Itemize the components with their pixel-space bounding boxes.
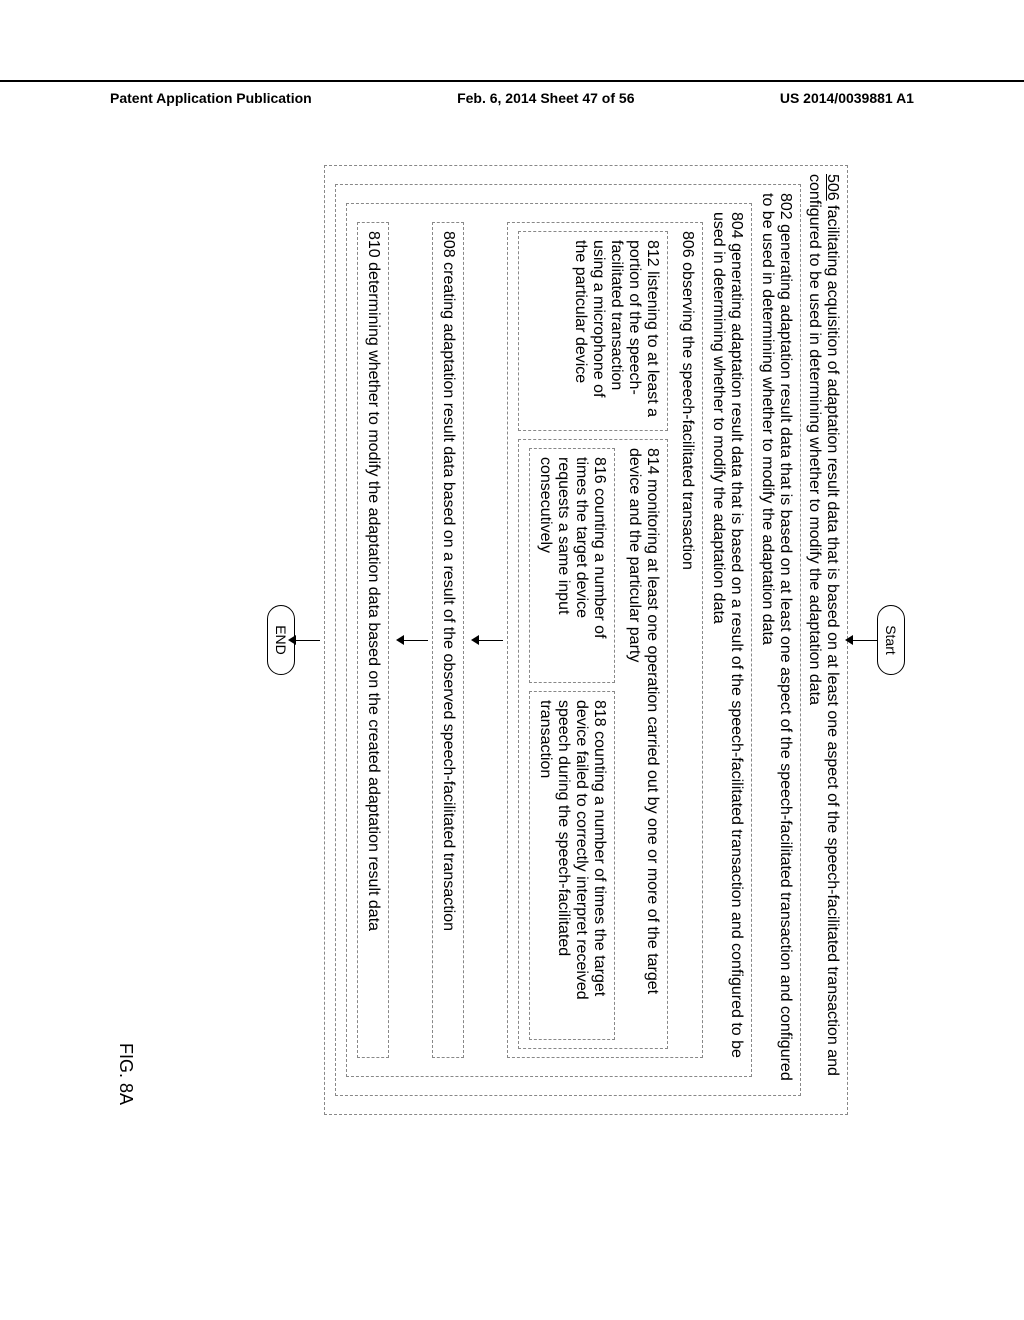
box-506-body: facilitating acquisition of adaptation r… <box>806 174 841 1076</box>
arrow-start-to-506 <box>852 165 877 1115</box>
box-816-text: 816 counting a number of times the targe… <box>537 457 608 638</box>
end-label: END <box>273 625 289 655</box>
box-814: 814 monitoring at least one operation ca… <box>518 439 668 1049</box>
box-814-group: 814 monitoring at least one operation ca… <box>514 439 672 1049</box>
box-814-text: 814 monitoring at least one operation ca… <box>626 448 661 994</box>
box-818-text: 818 counting a number of times the targe… <box>537 700 608 1000</box>
box-810: 810 determining whether to modify the ad… <box>357 222 389 1058</box>
figure-label: FIG. 8A <box>115 1043 136 1105</box>
start-node: Start <box>877 605 905 675</box>
box-810-text: 810 determining whether to modify the ad… <box>365 231 382 931</box>
box-818: 818 counting a number of times the targe… <box>529 691 615 1040</box>
box-812: 812 listening to at least a portion of t… <box>518 231 668 431</box>
box-816: 816 counting a number of times the targe… <box>529 448 615 683</box>
header-center: Feb. 6, 2014 Sheet 47 of 56 <box>457 90 634 106</box>
box-506-text: 506 facilitating acquisition of adaptati… <box>806 174 841 1076</box>
arrow-808-to-810 <box>393 212 428 1068</box>
arrow-506-to-end <box>295 165 320 1115</box>
box-808: 808 creating adaptation result data base… <box>432 222 464 1058</box>
box-808-text: 808 creating adaptation result data base… <box>440 231 457 931</box>
box-506: 506 facilitating acquisition of adaptati… <box>324 165 848 1115</box>
row-816-818: 816 counting a number of times the targe… <box>525 448 619 1040</box>
header-right: US 2014/0039881 A1 <box>780 90 914 106</box>
end-node: END <box>267 605 295 675</box>
arrow-806-to-808 <box>468 212 503 1068</box>
flowchart-diagram: Start 506 facilitating acquisition of ad… <box>125 165 905 1115</box>
box-812-text: 812 listening to at least a portion of t… <box>572 240 661 417</box>
box-506-prefix: 506 <box>824 174 841 201</box>
page-header: Patent Application Publication Feb. 6, 2… <box>0 80 1024 106</box>
box-804-text: 804 generating adaptation result data th… <box>710 212 745 1058</box>
header-left: Patent Application Publication <box>110 90 312 106</box>
box-806-text: 806 observing the speech-facilitated tra… <box>679 231 696 570</box>
box-802-text: 802 generating adaptation result data th… <box>759 193 794 1081</box>
box-806: 806 observing the speech-facilitated tra… <box>507 222 703 1058</box>
box-804: 804 generating adaptation result data th… <box>346 203 752 1077</box>
diagram-rotated-wrapper: Start 506 facilitating acquisition of ad… <box>35 245 995 1035</box>
box-802: 802 generating adaptation result data th… <box>335 184 801 1096</box>
start-label: Start <box>883 625 899 655</box>
row-812-814: 812 listening to at least a portion of t… <box>514 231 672 1049</box>
